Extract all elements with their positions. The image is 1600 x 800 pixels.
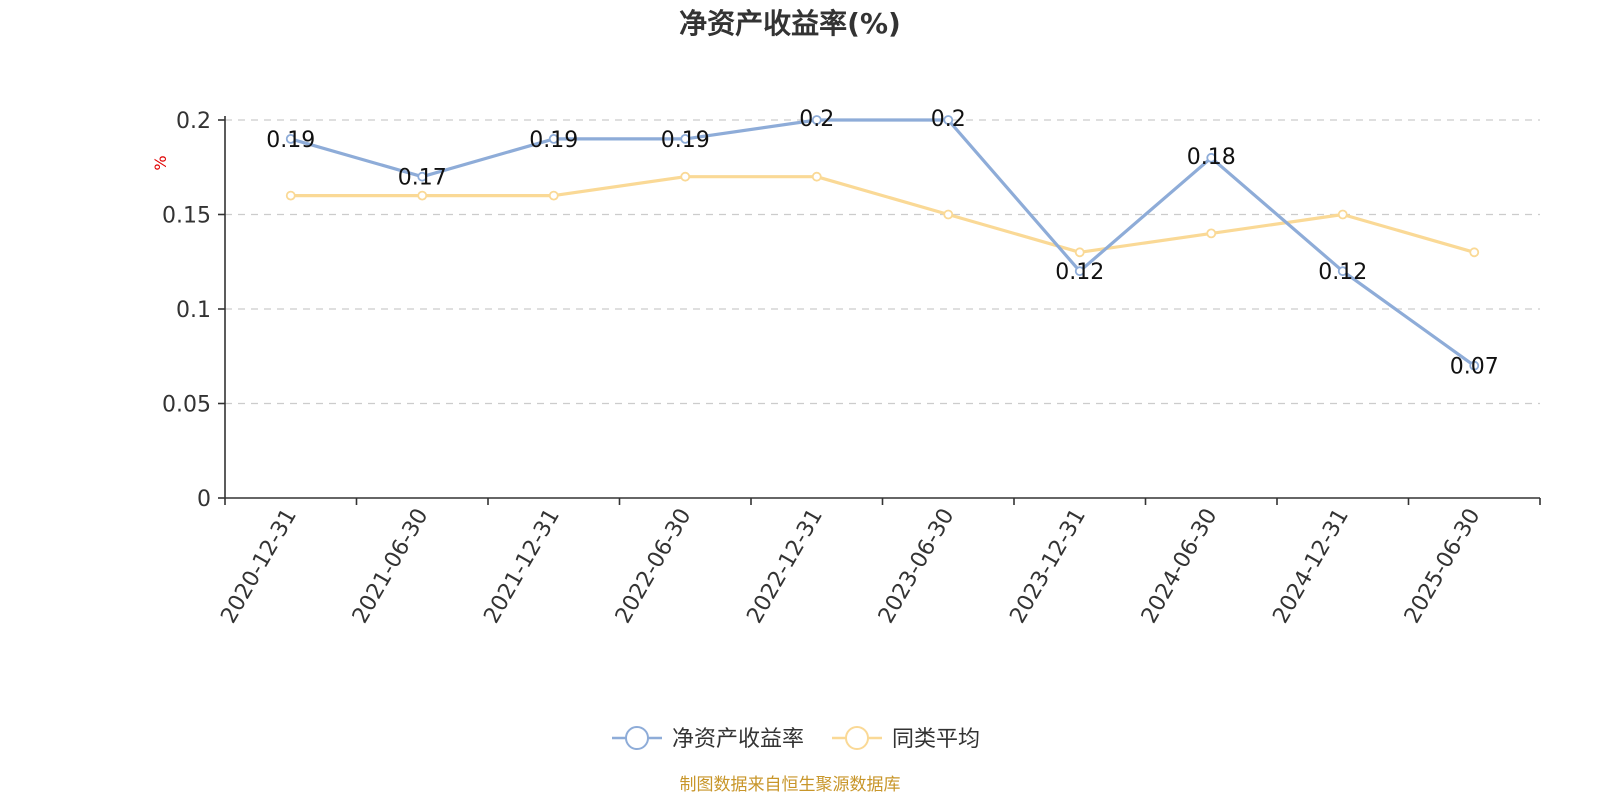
x-tick-label: 2022-12-31	[742, 505, 828, 628]
data-point[interactable]	[1469, 247, 1480, 258]
data-point[interactable]	[285, 190, 296, 201]
y-tick-label: 0.1	[176, 298, 211, 323]
data-point[interactable]	[1074, 247, 1085, 258]
series-lines	[285, 115, 1480, 371]
data-point[interactable]	[811, 115, 822, 125]
y-tick-label: 0.05	[162, 393, 211, 418]
data-label: 0.17	[398, 166, 447, 191]
x-tick-label: 2023-12-31	[1005, 505, 1091, 628]
y-tick-label: 0.2	[176, 109, 211, 134]
data-point[interactable]	[943, 115, 954, 125]
data-point[interactable]	[1074, 266, 1085, 277]
data-point[interactable]	[1337, 209, 1348, 220]
data-point[interactable]	[1469, 360, 1480, 371]
data-point[interactable]	[417, 171, 428, 182]
grid-lines	[225, 119, 1540, 405]
data-label: 0.07	[1450, 355, 1499, 380]
y-axis-unit-label: %	[151, 155, 170, 170]
data-source-note: 制图数据来自恒生聚源数据库	[680, 775, 901, 795]
data-label: 0.12	[1318, 260, 1367, 285]
data-label: 0.18	[1187, 145, 1236, 170]
x-tick-label: 2021-12-31	[479, 505, 565, 628]
x-tick-label: 2022-06-30	[611, 505, 697, 628]
data-point[interactable]	[417, 190, 428, 201]
x-tick-label: 2024-06-30	[1137, 505, 1223, 628]
x-tick-label: 2024-12-31	[1268, 505, 1354, 628]
data-label: 0.2	[799, 107, 834, 132]
legend-marker	[625, 726, 649, 750]
x-tick-label: 2021-06-30	[348, 505, 434, 628]
legend[interactable]: 净资产收益率 同类平均	[612, 726, 980, 752]
y-tick-label: 0.15	[162, 204, 211, 229]
series-line-0	[290, 118, 1476, 367]
legend-marker	[845, 726, 869, 750]
data-point[interactable]	[680, 133, 691, 144]
data-label: 0.19	[661, 128, 710, 153]
legend-label: 净资产收益率	[672, 727, 804, 752]
legend-label: 同类平均	[892, 727, 980, 752]
data-point[interactable]	[548, 133, 559, 144]
y-tick-label: 0	[197, 487, 211, 512]
chart-title: 净资产收益率(%)	[679, 7, 901, 40]
series-line-1	[290, 175, 1475, 254]
data-point[interactable]	[1206, 228, 1217, 239]
x-tick-label: 2025-06-30	[1400, 505, 1486, 628]
data-point[interactable]	[285, 133, 296, 144]
legend-item-0[interactable]: 净资产收益率	[612, 726, 804, 752]
data-point[interactable]	[1337, 266, 1348, 277]
data-point[interactable]	[811, 171, 822, 182]
data-point[interactable]	[1206, 152, 1217, 163]
x-tick-label: 2020-12-31	[216, 505, 302, 628]
legend-item-1[interactable]: 同类平均	[832, 726, 980, 752]
data-label: 0.19	[529, 128, 578, 153]
x-tick-label: 2023-06-30	[874, 505, 960, 628]
data-point[interactable]	[548, 190, 559, 201]
data-label: 0.12	[1055, 260, 1104, 285]
data-point[interactable]	[680, 171, 691, 182]
data-label: 0.2	[931, 107, 966, 132]
data-point[interactable]	[943, 209, 954, 220]
data-labels: 0.19 0.17 0.19 0.19 0.2 0.2 0.12 0.18 0.12 0.07	[266, 107, 1498, 380]
data-label: 0.19	[266, 128, 315, 153]
